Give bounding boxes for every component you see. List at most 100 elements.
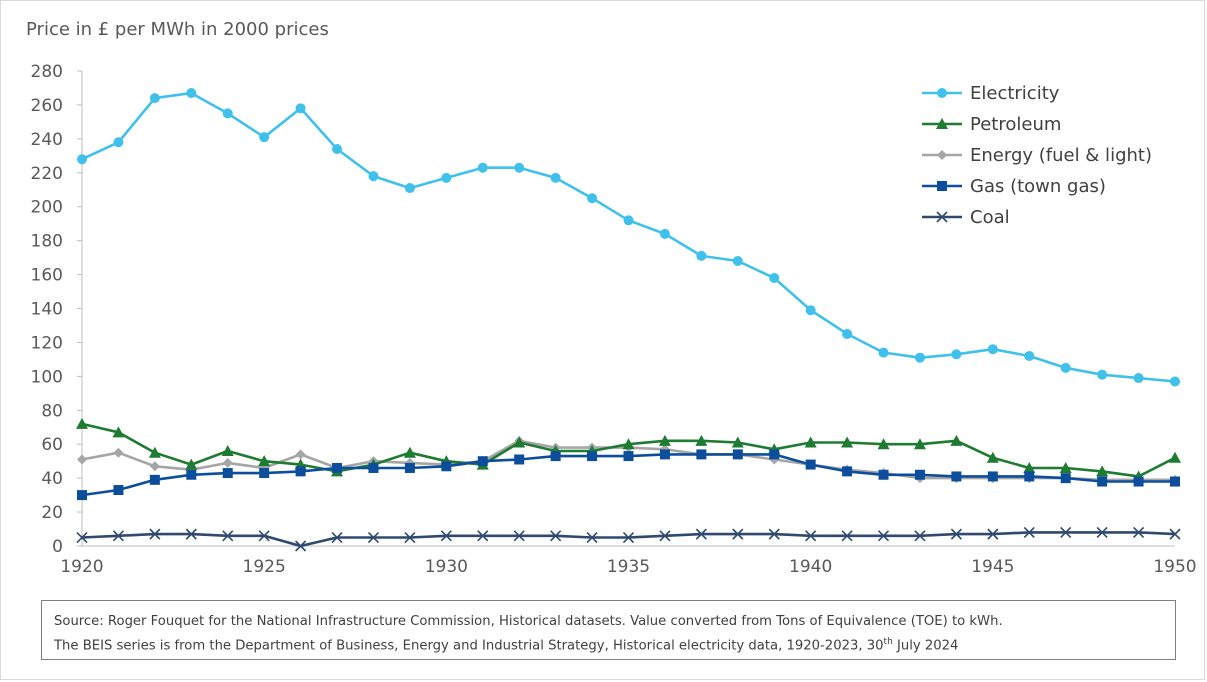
source-line-2-sup: th [883, 637, 893, 647]
series-line-electricity [81, 91, 1176, 383]
data-point-petroleum [695, 434, 708, 446]
data-point-petroleum [841, 436, 854, 448]
data-point-petroleum [148, 446, 161, 458]
data-point-petroleum [258, 455, 271, 467]
data-point-electricity [878, 347, 889, 358]
data-point-electricity [769, 272, 780, 283]
legend-label: Electricity [970, 83, 1060, 104]
data-point-electricity [77, 154, 87, 165]
legend-label: Energy (fuel & light) [970, 145, 1152, 166]
legend-marker [937, 150, 947, 160]
data-point-gas-town-gas [987, 471, 998, 482]
legend-item-gas-town-gas: Gas (town gas) [922, 176, 1106, 197]
data-point-gas-town-gas [550, 451, 561, 462]
data-point-coal [295, 540, 307, 552]
data-point-electricity [842, 328, 853, 339]
y-tick-label: 100 [31, 367, 63, 387]
legend-marker [937, 88, 947, 98]
data-point-electricity [477, 162, 488, 173]
data-point-petroleum [950, 434, 963, 446]
data-point-energy-fuel-light [113, 447, 124, 458]
data-point-electricity [514, 162, 525, 173]
data-point-gas-town-gas [404, 462, 415, 473]
data-point-electricity [368, 171, 379, 182]
data-point-gas-town-gas [587, 451, 598, 462]
data-point-gas-town-gas [514, 454, 525, 465]
y-tick-label: 180 [31, 232, 63, 252]
y-tick-label: 20 [41, 503, 63, 523]
data-point-gas-town-gas [186, 469, 197, 480]
data-point-energy-fuel-light [295, 449, 306, 460]
data-point-coal [877, 530, 890, 542]
data-point-electricity [1133, 373, 1144, 384]
data-point-petroleum [1023, 461, 1036, 473]
data-point-gas-town-gas [769, 449, 780, 460]
data-point-coal [76, 531, 88, 544]
data-point-electricity [623, 215, 634, 226]
y-tick-label: 220 [31, 164, 63, 184]
data-point-coal [550, 530, 562, 542]
data-point-petroleum [1096, 465, 1109, 477]
y-tick-label: 80 [41, 401, 63, 421]
data-point-gas-town-gas [732, 449, 743, 460]
legend-label: Gas (town gas) [970, 176, 1106, 197]
data-point-coal [768, 528, 780, 540]
data-point-coal [513, 530, 525, 542]
legend-label: Petroleum [970, 114, 1061, 135]
y-tick-label: 160 [31, 266, 63, 286]
y-tick-label: 60 [41, 435, 63, 455]
data-point-energy-fuel-light [77, 454, 87, 465]
data-point-gas-town-gas [1024, 471, 1035, 482]
source-line-2: The BEIS series is from the Department o… [54, 632, 1165, 656]
data-point-gas-town-gas [368, 462, 379, 473]
data-point-electricity [550, 172, 561, 183]
data-point-electricity [732, 256, 743, 266]
data-point-gas-town-gas [77, 490, 87, 501]
data-point-coal [622, 531, 635, 544]
data-point-coal [440, 530, 452, 542]
x-tick-label: 1945 [971, 557, 1014, 577]
data-point-gas-town-gas [659, 449, 670, 460]
data-point-petroleum [76, 417, 88, 429]
x-tick-label: 1920 [60, 557, 103, 577]
data-point-petroleum [804, 436, 817, 448]
chart-axes: 0 20 40 60 80 100 120 140 160 180 200 220 240 260 280 1… [31, 62, 1197, 577]
data-point-electricity [587, 193, 598, 204]
data-point-gas-town-gas [1097, 476, 1108, 487]
data-point-coal [1169, 528, 1181, 540]
data-point-coal [805, 530, 817, 542]
data-point-petroleum [112, 426, 125, 438]
data-point-petroleum [731, 436, 744, 448]
data-point-petroleum [658, 434, 671, 446]
data-point-coal [841, 530, 853, 542]
data-point-coal [331, 531, 343, 544]
series-electricity [77, 88, 1180, 387]
data-point-gas-town-gas [332, 462, 343, 473]
x-tick-label: 1940 [789, 557, 832, 577]
data-point-gas-town-gas [477, 456, 488, 467]
data-point-coal [732, 528, 744, 540]
data-point-electricity [1024, 351, 1035, 361]
data-point-electricity [1170, 376, 1180, 387]
series-line-coal [81, 531, 1176, 548]
data-point-gas-town-gas [1133, 476, 1144, 487]
data-point-gas-town-gas [149, 474, 160, 485]
line-chart: Price in £ per MWh in 2000 prices 0 20 40 6… [26, 19, 1197, 577]
data-point-petroleum [1059, 461, 1072, 473]
y-tick-label: 200 [31, 198, 63, 218]
data-point-electricity [149, 93, 160, 104]
data-point-petroleum [185, 458, 198, 470]
data-point-petroleum [913, 438, 926, 450]
data-point-electricity [295, 103, 306, 114]
data-point-energy-fuel-light [222, 457, 233, 468]
data-point-coal [222, 530, 234, 542]
data-point-gas-town-gas [878, 469, 889, 480]
legend-item-coal: Coal [922, 207, 1010, 228]
data-point-gas-town-gas [842, 466, 853, 477]
data-point-electricity [441, 172, 452, 183]
data-point-electricity [186, 88, 197, 99]
data-point-electricity [404, 183, 415, 194]
data-point-coal [987, 528, 999, 540]
data-point-electricity [696, 250, 707, 261]
series-coal [76, 526, 1181, 552]
